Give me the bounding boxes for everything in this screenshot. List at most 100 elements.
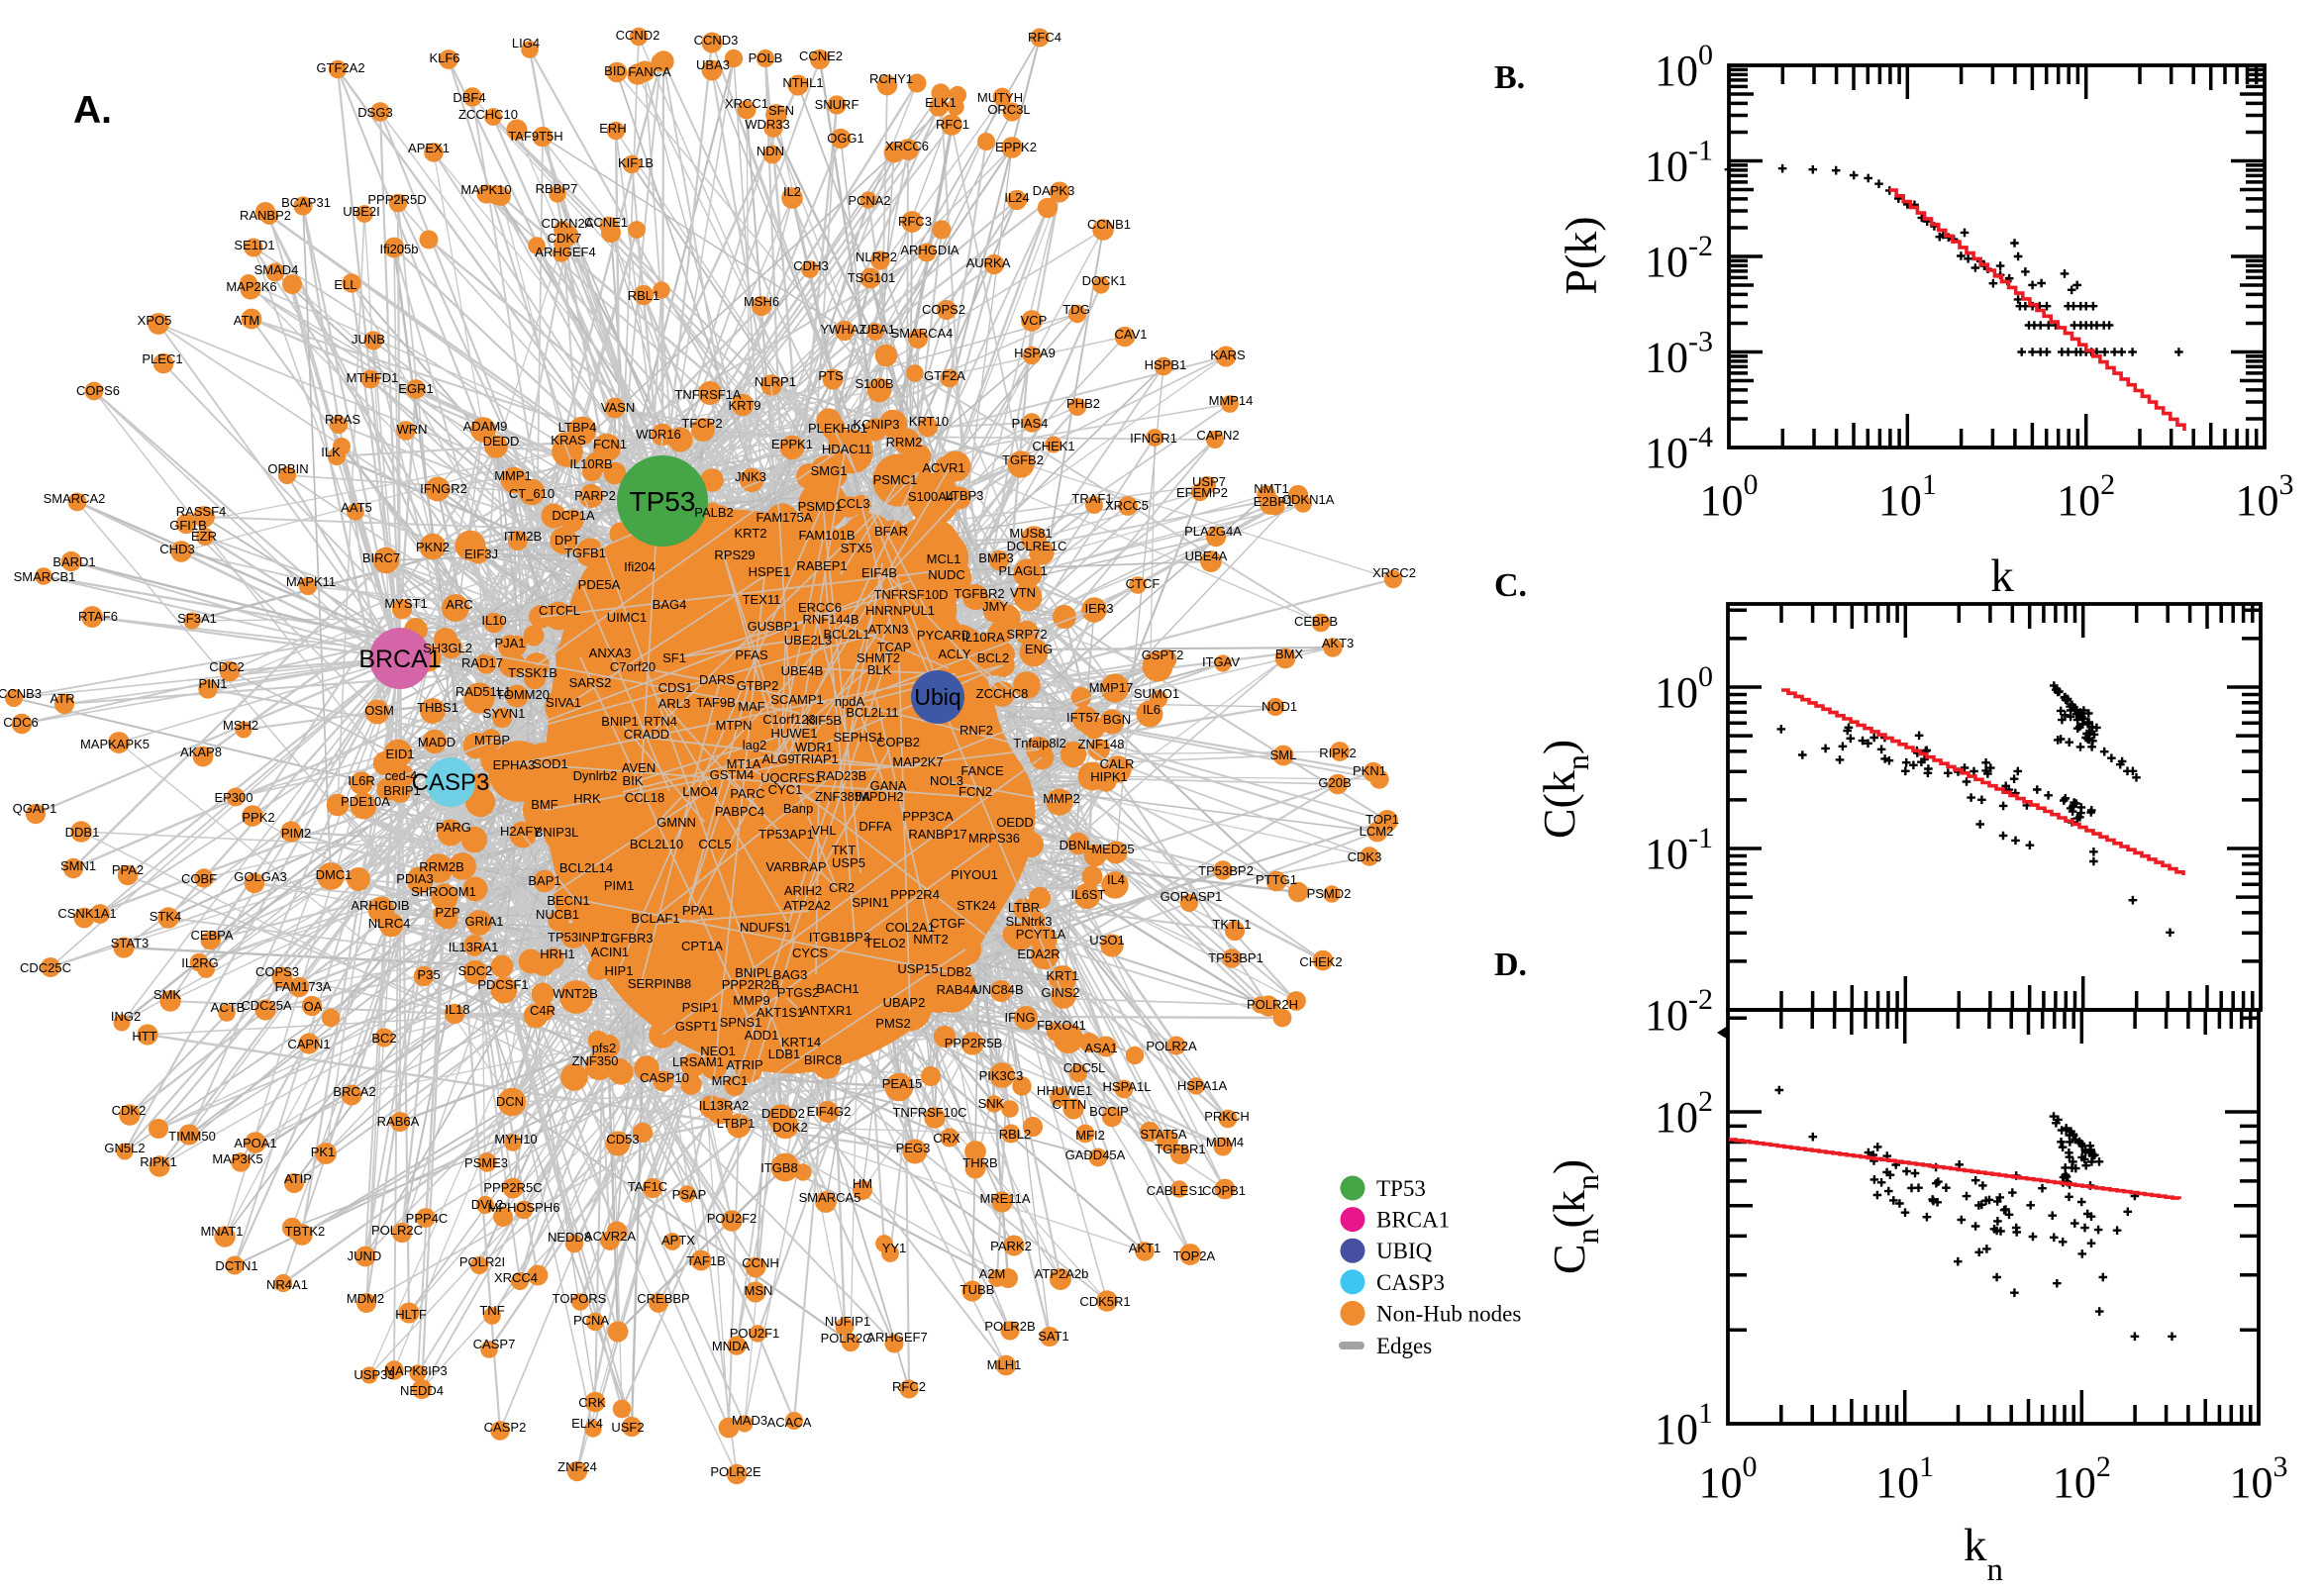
svg-text:NEDD4: NEDD4 [400,1383,444,1398]
svg-text:EZR: EZR [191,529,217,544]
svg-text:KIF1B: KIF1B [618,155,654,170]
svg-text:POLR2G: POLR2G [821,1331,873,1346]
svg-text:TP53AP1: TP53AP1 [758,827,814,842]
svg-text:OGG1: OGG1 [827,131,864,146]
svg-text:NTHL1: NTHL1 [782,75,823,90]
svg-text:HNRNPUL1: HNRNPUL1 [865,603,935,618]
svg-text:MDM2: MDM2 [347,1291,384,1306]
svg-text:PCNA2: PCNA2 [848,193,890,208]
svg-text:PTS: PTS [818,368,844,383]
svg-text:IL13RA2: IL13RA2 [699,1098,750,1113]
svg-text:RBL1: RBL1 [628,288,660,303]
svg-text:COPS3: COPS3 [255,964,299,979]
svg-text:NUCB1: NUCB1 [536,907,579,922]
svg-text:POU2F1: POU2F1 [730,1326,780,1341]
svg-text:TP53INP1: TP53INP1 [548,930,607,945]
svg-text:LDB2: LDB2 [940,964,972,979]
svg-text:BCL2L11: BCL2L11 [846,705,898,720]
svg-text:STAT5A: STAT5A [1140,1127,1187,1142]
svg-text:SNURF: SNURF [815,97,859,112]
svg-text:BRIP1: BRIP1 [383,783,421,798]
svg-text:IL2RG: IL2RG [181,955,219,970]
svg-text:EGR1: EGR1 [398,381,433,396]
svg-text:MTPN: MTPN [716,718,753,733]
svg-text:CHD3: CHD3 [159,542,194,556]
svg-text:102: 102 [2057,468,2115,525]
svg-text:BMP3: BMP3 [978,550,1013,565]
svg-text:MSH6: MSH6 [744,294,779,309]
svg-text:TNF: TNF [479,1303,504,1318]
svg-text:C4R: C4R [530,1003,556,1018]
svg-text:CSNK1A1: CSNK1A1 [57,906,116,921]
svg-text:TCAP: TCAP [877,640,912,654]
svg-text:ZNF350: ZNF350 [572,1053,619,1068]
svg-text:ARHGDIA: ARHGDIA [900,243,960,257]
svg-text:PFAS: PFAS [735,648,768,662]
svg-text:SUMO1: SUMO1 [1134,686,1179,701]
svg-text:MYH10: MYH10 [494,1132,537,1147]
svg-text:GN5L2: GN5L2 [104,1141,145,1155]
svg-text:BC2: BC2 [371,1031,396,1046]
svg-text:SEPHS1: SEPHS1 [833,730,883,745]
svg-text:APOA1: APOA1 [234,1136,276,1150]
svg-text:WRN: WRN [396,422,427,437]
svg-text:PPP2R5B: PPP2R5B [945,1036,1003,1050]
svg-text:MAPK10: MAPK10 [460,182,511,197]
svg-text:CASP7: CASP7 [473,1337,516,1351]
svg-text:SYVN1: SYVN1 [483,706,526,721]
svg-text:STAT3: STAT3 [111,936,150,950]
svg-text:PMS2: PMS2 [875,1016,910,1031]
svg-text:CDKN2A: CDKN2A [542,216,594,231]
svg-text:COL2A1: COL2A1 [885,920,935,935]
svg-text:HSPA1A: HSPA1A [1177,1078,1228,1093]
svg-text:DAPK3: DAPK3 [1033,183,1075,198]
svg-text:ARHGDIB: ARHGDIB [351,898,409,913]
svg-text:CDK2: CDK2 [112,1103,147,1118]
svg-text:DDB1: DDB1 [65,825,100,840]
svg-text:RIPK2: RIPK2 [1319,746,1357,760]
svg-text:LTBP4: LTBP4 [558,420,597,435]
svg-text:BCL2: BCL2 [977,650,1010,665]
svg-text:SMG1: SMG1 [811,463,848,478]
svg-text:PABPC4: PABPC4 [715,804,764,819]
svg-text:BIRC7: BIRC7 [362,550,400,565]
svg-text:CCL18: CCL18 [625,790,664,805]
svg-text:RNF2: RNF2 [960,723,993,738]
svg-text:BCCIP: BCCIP [1089,1104,1129,1119]
svg-text:G20B: G20B [1318,775,1351,790]
svg-text:WDR33: WDR33 [745,117,790,132]
svg-text:ATP2A2: ATP2A2 [783,898,830,913]
svg-text:ELK1: ELK1 [925,95,957,110]
svg-text:BIRC8: BIRC8 [804,1052,842,1067]
svg-text:VASN: VASN [601,400,635,415]
svg-text:RNF144B: RNF144B [802,612,858,627]
svg-text:NDN: NDN [757,144,784,158]
svg-text:GSTM4: GSTM4 [710,767,755,782]
svg-text:MAPK11: MAPK11 [286,574,336,589]
svg-text:NDUFS1: NDUFS1 [740,920,791,935]
svg-text:OEDD: OEDD [996,815,1034,830]
svg-text:BNIPL: BNIPL [735,965,772,980]
svg-text:ACLY: ACLY [939,647,971,661]
svg-text:APTX: APTX [661,1233,695,1247]
svg-text:HDAC11: HDAC11 [822,442,871,456]
svg-text:RANBP2: RANBP2 [240,208,291,223]
svg-text:PPP4C: PPP4C [406,1211,449,1226]
svg-text:POLR2A: POLR2A [1146,1039,1197,1053]
svg-text:IFNGR1: IFNGR1 [1130,431,1177,446]
svg-text:BAG4: BAG4 [653,597,687,612]
svg-text:BID: BID [604,63,626,78]
svg-text:GOLGA3: GOLGA3 [234,869,286,884]
svg-text:BCAP31: BCAP31 [281,195,331,210]
svg-text:AKT1: AKT1 [1129,1241,1162,1255]
svg-text:RCHY1: RCHY1 [869,71,913,86]
svg-text:ZCCHC10: ZCCHC10 [458,107,518,122]
svg-text:DOK2: DOK2 [772,1120,807,1135]
svg-text:RTAF6: RTAF6 [78,609,118,624]
svg-text:SF3A1: SF3A1 [177,611,217,626]
svg-text:BRCA1: BRCA1 [358,646,441,673]
svg-text:VTN: VTN [1010,585,1036,600]
svg-text:ANXA3: ANXA3 [589,646,632,660]
svg-text:SAT1: SAT1 [1038,1329,1069,1344]
svg-text:CAV1: CAV1 [1115,327,1148,342]
